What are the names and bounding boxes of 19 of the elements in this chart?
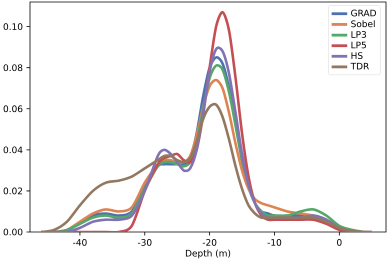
line-series — [40, 103, 374, 232]
y-tick-label: 0.00 — [4, 228, 22, 236]
x-tick-label: -10 — [268, 239, 282, 246]
y-tick-label: 0.06 — [4, 105, 22, 112]
x-tick-label: -20 — [202, 239, 216, 246]
y-tick-label: 0.04 — [4, 146, 22, 154]
legend-label: HS — [351, 52, 363, 59]
legend-label: LP5 — [351, 42, 366, 48]
y-tick-label: 0.08 — [4, 64, 22, 72]
legend-label: GRAD — [351, 10, 376, 16]
y-tick-label: 0.02 — [4, 188, 22, 194]
legend-label: TDR — [350, 62, 369, 70]
x-tick-label: -40 — [73, 239, 87, 246]
x-tick-label: 0 — [337, 239, 342, 246]
x-tick-label: -30 — [138, 239, 152, 246]
y-tick-label: 0.10 — [4, 23, 22, 30]
legend-label: LP3 — [351, 31, 366, 38]
legend-label: Sobel — [351, 20, 375, 28]
x-axis-title: Depth (m) — [186, 250, 230, 258]
